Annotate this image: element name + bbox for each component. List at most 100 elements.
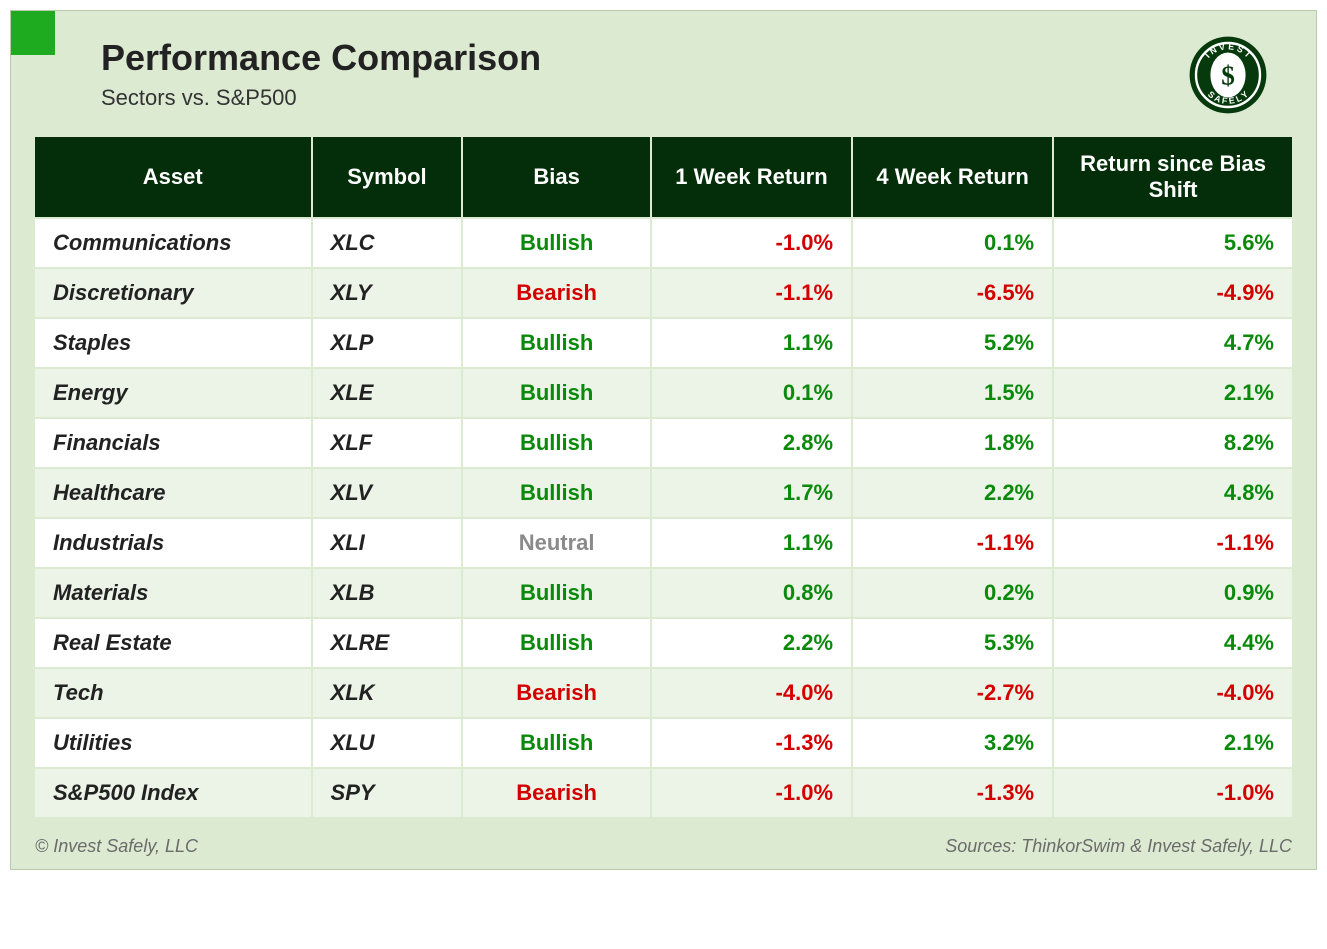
table-cell: XLRE [312, 618, 463, 668]
table-header-row: AssetSymbolBias1 Week Return4 Week Retur… [35, 137, 1292, 218]
table-cell: XLI [312, 518, 463, 568]
table-cell: S&P500 Index [35, 768, 312, 818]
table-cell: 5.6% [1053, 218, 1292, 268]
svg-text:$: $ [1221, 60, 1235, 90]
table-header-cell: 1 Week Return [651, 137, 852, 218]
table-header-cell: Asset [35, 137, 312, 218]
table-cell: Bullish [462, 218, 651, 268]
table-cell: Financials [35, 418, 312, 468]
table-cell: XLC [312, 218, 463, 268]
table-row: UtilitiesXLUBullish-1.3%3.2%2.1% [35, 718, 1292, 768]
table-cell: -1.3% [651, 718, 852, 768]
table-cell: -1.0% [651, 218, 852, 268]
table-cell: Bullish [462, 568, 651, 618]
table-cell: 5.2% [852, 318, 1053, 368]
table-cell: Bearish [462, 268, 651, 318]
table-cell: 4.7% [1053, 318, 1292, 368]
table-cell: -4.9% [1053, 268, 1292, 318]
table-cell: XLB [312, 568, 463, 618]
table-cell: Industrials [35, 518, 312, 568]
table-row: DiscretionaryXLYBearish-1.1%-6.5%-4.9% [35, 268, 1292, 318]
table-cell: Bullish [462, 318, 651, 368]
table-cell: Bullish [462, 618, 651, 668]
table-cell: 0.1% [852, 218, 1053, 268]
footer: © Invest Safely, LLC Sources: ThinkorSwi… [35, 836, 1292, 857]
table-cell: 2.1% [1053, 368, 1292, 418]
table-cell: 1.7% [651, 468, 852, 518]
table-cell: -1.1% [852, 518, 1053, 568]
page-title: Performance Comparison [101, 37, 1226, 79]
footer-copyright: © Invest Safely, LLC [35, 836, 198, 857]
table-cell: 1.8% [852, 418, 1053, 468]
table-cell: 1.5% [852, 368, 1053, 418]
performance-table: AssetSymbolBias1 Week Return4 Week Retur… [35, 137, 1292, 819]
table-cell: XLF [312, 418, 463, 468]
table-cell: -4.0% [1053, 668, 1292, 718]
table-cell: XLV [312, 468, 463, 518]
table-cell: -1.0% [1053, 768, 1292, 818]
table-cell: 8.2% [1053, 418, 1292, 468]
table-row: CommunicationsXLCBullish-1.0%0.1%5.6% [35, 218, 1292, 268]
table-container: AssetSymbolBias1 Week Return4 Week Retur… [11, 123, 1316, 819]
table-row: StaplesXLPBullish1.1%5.2%4.7% [35, 318, 1292, 368]
table-header-cell: Bias [462, 137, 651, 218]
table-cell: 1.1% [651, 518, 852, 568]
table-row: S&P500 IndexSPYBearish-1.0%-1.3%-1.0% [35, 768, 1292, 818]
table-cell: Neutral [462, 518, 651, 568]
table-cell: XLY [312, 268, 463, 318]
table-cell: 5.3% [852, 618, 1053, 668]
table-cell: 3.2% [852, 718, 1053, 768]
table-cell: -6.5% [852, 268, 1053, 318]
table-cell: 2.2% [651, 618, 852, 668]
table-row: MaterialsXLBBullish0.8%0.2%0.9% [35, 568, 1292, 618]
table-header-cell: Return since Bias Shift [1053, 137, 1292, 218]
table-cell: 4.8% [1053, 468, 1292, 518]
table-cell: -2.7% [852, 668, 1053, 718]
table-cell: Bullish [462, 468, 651, 518]
table-cell: XLE [312, 368, 463, 418]
table-cell: Tech [35, 668, 312, 718]
table-cell: Bearish [462, 668, 651, 718]
table-row: EnergyXLEBullish0.1%1.5%2.1% [35, 368, 1292, 418]
table-cell: -1.1% [651, 268, 852, 318]
table-cell: Utilities [35, 718, 312, 768]
table-cell: 0.8% [651, 568, 852, 618]
invest-safely-logo: I N V E S T S A F E L Y $ [1188, 35, 1268, 120]
table-cell: -1.0% [651, 768, 852, 818]
table-body: CommunicationsXLCBullish-1.0%0.1%5.6%Dis… [35, 218, 1292, 818]
table-row: FinancialsXLFBullish2.8%1.8%8.2% [35, 418, 1292, 468]
table-cell: Real Estate [35, 618, 312, 668]
table-cell: Communications [35, 218, 312, 268]
performance-card: I N V E S T S A F E L Y $ Performance Co… [10, 10, 1317, 870]
table-row: TechXLKBearish-4.0%-2.7%-4.0% [35, 668, 1292, 718]
table-cell: 0.1% [651, 368, 852, 418]
table-cell: 4.4% [1053, 618, 1292, 668]
footer-sources: Sources: ThinkorSwim & Invest Safely, LL… [945, 836, 1292, 857]
table-cell: Materials [35, 568, 312, 618]
table-cell: 1.1% [651, 318, 852, 368]
table-cell: Bullish [462, 368, 651, 418]
table-cell: 0.2% [852, 568, 1053, 618]
table-cell: Bearish [462, 768, 651, 818]
table-cell: XLK [312, 668, 463, 718]
table-cell: Discretionary [35, 268, 312, 318]
table-cell: 2.1% [1053, 718, 1292, 768]
table-cell: 0.9% [1053, 568, 1292, 618]
table-cell: -1.1% [1053, 518, 1292, 568]
table-row: IndustrialsXLINeutral1.1%-1.1%-1.1% [35, 518, 1292, 568]
table-cell: -4.0% [651, 668, 852, 718]
table-cell: XLU [312, 718, 463, 768]
table-header-cell: 4 Week Return [852, 137, 1053, 218]
table-header-cell: Symbol [312, 137, 463, 218]
table-cell: SPY [312, 768, 463, 818]
table-row: HealthcareXLVBullish1.7%2.2%4.8% [35, 468, 1292, 518]
table-cell: Healthcare [35, 468, 312, 518]
table-cell: XLP [312, 318, 463, 368]
table-cell: Energy [35, 368, 312, 418]
table-cell: -1.3% [852, 768, 1053, 818]
table-cell: Bullish [462, 418, 651, 468]
header: Performance Comparison Sectors vs. S&P50… [11, 11, 1316, 123]
table-cell: Bullish [462, 718, 651, 768]
table-cell: Staples [35, 318, 312, 368]
table-cell: 2.2% [852, 468, 1053, 518]
